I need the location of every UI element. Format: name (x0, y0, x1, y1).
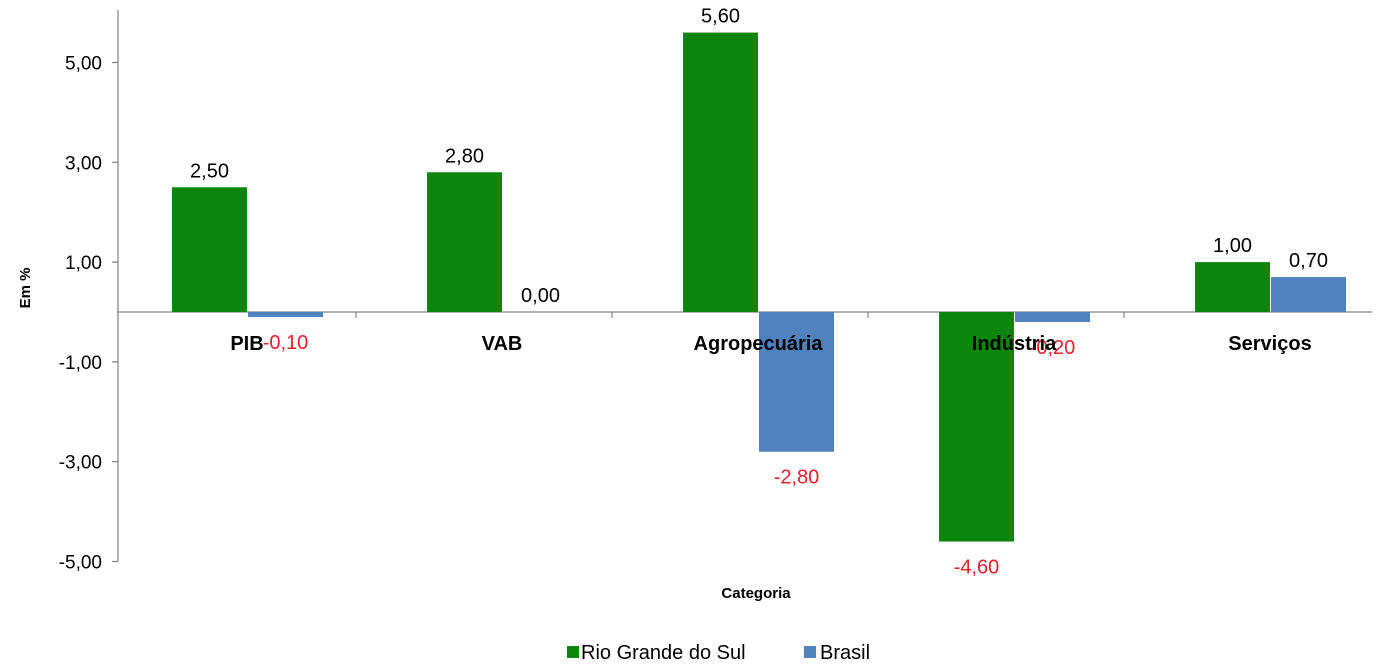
category-label: Agropecuária (694, 333, 824, 355)
bar-brasil (1015, 312, 1090, 322)
legend-label-rio-grande-do-sul: Rio Grande do Sul (581, 642, 746, 664)
data-label: -4,60 (954, 557, 1000, 579)
y-tick-label: -1,00 (59, 353, 102, 374)
x-axis-title: Categoria (721, 585, 791, 602)
bar-brasil (1271, 277, 1346, 312)
bar-rio-grande-do-sul (683, 32, 758, 313)
data-label: 1,00 (1213, 235, 1252, 257)
bar-rio-grande-do-sul (939, 312, 1014, 542)
axes-layer: 5,00 3,00 1,00 -1,00 -3,00 -5,00 (59, 10, 1372, 574)
legend: Rio Grande do Sul Brasil (567, 642, 870, 664)
data-label: 2,50 (190, 160, 229, 182)
y-tick-label: -5,00 (59, 553, 102, 574)
category-label: Serviços (1228, 333, 1311, 355)
data-label: 5,60 (701, 6, 740, 28)
legend-swatch-brasil (804, 646, 816, 658)
y-tick-label: -3,00 (59, 453, 102, 474)
data-label: 0,00 (521, 285, 560, 307)
category-label: Indústria (972, 333, 1057, 355)
data-label: -0,10 (263, 332, 309, 354)
data-label: 2,80 (445, 145, 484, 167)
bars-layer (172, 32, 1346, 542)
data-label: -0,20 (1030, 337, 1076, 359)
data-label: 0,70 (1289, 250, 1328, 272)
bar-brasil (248, 312, 323, 317)
legend-swatch-rio-grande-do-sul (567, 646, 579, 658)
bar-rio-grande-do-sul (172, 187, 247, 312)
category-label: VAB (482, 333, 523, 355)
bar-rio-grande-do-sul (427, 172, 502, 312)
bar-rio-grande-do-sul (1195, 262, 1270, 312)
data-label: -2,80 (774, 467, 820, 489)
y-tick-label: 1,00 (65, 253, 102, 274)
bar-brasil (759, 312, 834, 452)
legend-label-brasil: Brasil (820, 642, 870, 664)
y-tick-label: 3,00 (65, 153, 102, 174)
y-axis-title: Em % (17, 268, 34, 309)
y-tick-label: 5,00 (65, 54, 102, 75)
category-label: PIB (230, 333, 263, 355)
